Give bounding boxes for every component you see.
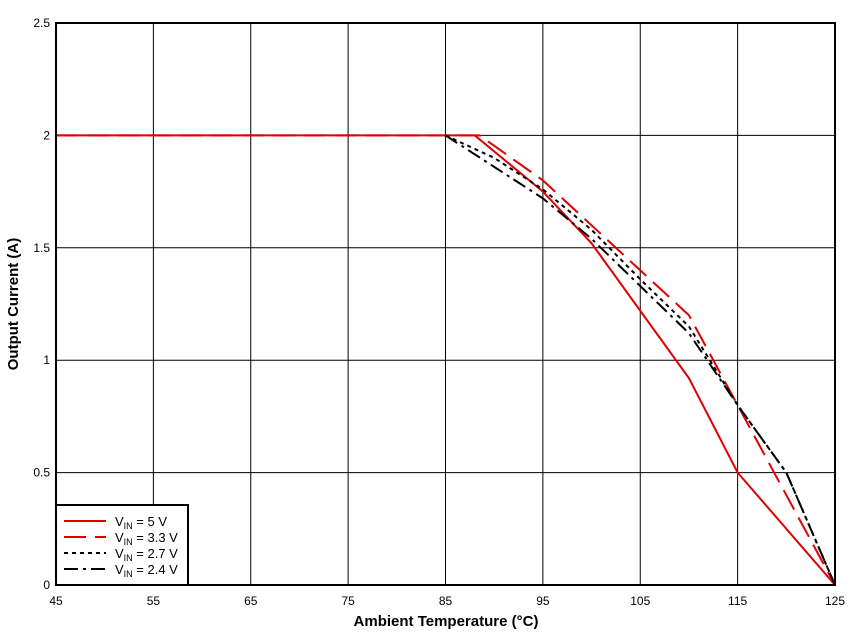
legend-label: VIN = 5 V <box>115 514 167 531</box>
x-tick-label: 45 <box>49 594 63 608</box>
data-series <box>56 134 836 586</box>
x-tick-label: 105 <box>630 594 650 608</box>
series-line <box>445 134 836 586</box>
y-tick-label: 1.5 <box>33 241 50 255</box>
series-line <box>56 134 836 586</box>
y-axis-ticks: 0 0.5 1 1.5 2 2.5 <box>33 16 50 592</box>
x-tick-label: 55 <box>147 594 161 608</box>
y-tick-label: 2.5 <box>33 16 50 30</box>
x-tick-label: 65 <box>244 594 258 608</box>
y-tick-label: 1 <box>43 353 50 367</box>
y-tick-label: 0.5 <box>33 466 50 480</box>
y-tick-label: 2 <box>43 128 50 142</box>
y-axis-label: Output Current (A) <box>5 238 22 370</box>
legend-label: VIN = 3.3 V <box>115 530 178 547</box>
grid-lines <box>55 22 836 586</box>
x-tick-label: 95 <box>536 594 550 608</box>
x-tick-label: 85 <box>439 594 453 608</box>
series-line <box>56 134 836 586</box>
x-tick-label: 115 <box>728 594 747 608</box>
y-tick-label: 0 <box>43 578 50 592</box>
plot-area-border <box>55 22 836 586</box>
x-tick-label: 125 <box>825 594 845 608</box>
series-line <box>444 134 836 586</box>
x-tick-label: 75 <box>341 594 355 608</box>
x-axis-ticks: 45 55 65 75 85 95 105 115 125 <box>49 594 845 608</box>
x-axis-label: Ambient Temperature (°C) <box>354 613 539 630</box>
